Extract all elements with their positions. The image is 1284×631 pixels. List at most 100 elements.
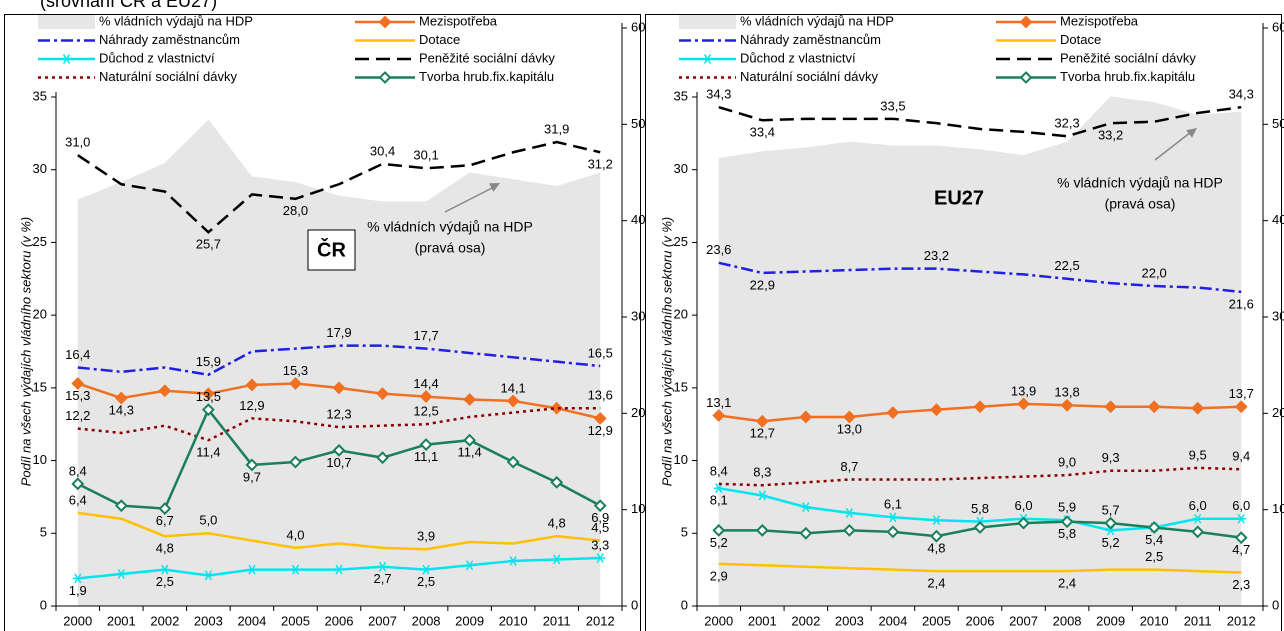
data-label: 9,3 bbox=[1102, 450, 1120, 465]
legend-label: Tvorba hrub.fix.kapitálu bbox=[1060, 69, 1195, 84]
line bbox=[718, 261, 1242, 294]
y-tick-label: 0 bbox=[40, 597, 47, 612]
legend-label: Mezispotřeba bbox=[419, 13, 498, 28]
y-tick-label: 25 bbox=[674, 234, 688, 249]
data-label: 34,3 bbox=[1229, 87, 1254, 102]
data-label: 17,7 bbox=[413, 328, 438, 343]
y-tick-label: 35 bbox=[33, 88, 47, 103]
data-label: 2,5 bbox=[1145, 549, 1163, 564]
data-label: 5,8 bbox=[971, 501, 989, 516]
y-tick-label: 15 bbox=[674, 379, 688, 394]
marker-stroke bbox=[932, 515, 941, 526]
marker-stroke bbox=[802, 502, 810, 513]
data-label: 6,0 bbox=[1232, 498, 1250, 513]
data-label: 17,9 bbox=[326, 325, 351, 340]
x-tick-label: 2001 bbox=[107, 613, 136, 628]
data-label: 13,1 bbox=[706, 395, 731, 410]
y-tick-label: 20 bbox=[674, 307, 688, 322]
panel-frame bbox=[4, 14, 641, 631]
data-label: 2,9 bbox=[710, 568, 728, 583]
marker bbox=[1236, 513, 1247, 524]
annotation-arrowhead bbox=[489, 183, 500, 192]
marker bbox=[1192, 513, 1203, 524]
marker-stroke bbox=[1194, 513, 1202, 524]
data-label: 4,8 bbox=[548, 516, 566, 531]
data-label: 8,7 bbox=[840, 459, 858, 474]
data-label: 2,7 bbox=[373, 571, 391, 586]
x-tick-label: 2004 bbox=[878, 613, 907, 628]
data-label: 30,1 bbox=[413, 148, 438, 163]
marker-stroke bbox=[703, 54, 712, 64]
data-label: 21,6 bbox=[1229, 296, 1254, 311]
data-label: 13,6 bbox=[588, 388, 613, 403]
legend-label: Mezispotřeba bbox=[1060, 13, 1139, 28]
data-label: 22,5 bbox=[1054, 258, 1079, 273]
marker bbox=[886, 406, 900, 419]
data-label: 13,5 bbox=[196, 389, 221, 404]
data-label: 11,1 bbox=[414, 449, 438, 464]
marker-stroke bbox=[117, 569, 125, 579]
marker bbox=[1191, 525, 1205, 539]
marker bbox=[1017, 397, 1030, 411]
marker bbox=[550, 475, 564, 489]
line bbox=[77, 344, 601, 377]
marker bbox=[114, 391, 128, 405]
annotation: (pravá osa) bbox=[1105, 196, 1176, 212]
marker bbox=[755, 523, 769, 537]
data-label: 10,7 bbox=[326, 455, 351, 470]
y-tick-label: 5 bbox=[40, 525, 47, 540]
data-label: 31,0 bbox=[65, 135, 90, 150]
data-label: 14,1 bbox=[500, 380, 525, 395]
x-tick-label: 2008 bbox=[1053, 613, 1082, 628]
data-label: 33,5 bbox=[880, 98, 905, 113]
marker bbox=[245, 378, 259, 392]
marker bbox=[116, 569, 127, 579]
marker bbox=[71, 377, 85, 390]
legend-label: Dotace bbox=[419, 32, 460, 47]
marker-stroke bbox=[1237, 513, 1245, 524]
marker bbox=[376, 387, 389, 401]
marker bbox=[712, 409, 726, 422]
data-label: 16,4 bbox=[65, 347, 90, 362]
data-label: 5,2 bbox=[1102, 535, 1120, 550]
marker bbox=[799, 526, 813, 540]
legend-label: % vládních výdajů na HDP bbox=[740, 13, 894, 28]
marker bbox=[712, 523, 726, 537]
marker-stroke bbox=[378, 561, 387, 572]
y-tick-label: 20 bbox=[33, 307, 47, 322]
annotation-arrow bbox=[444, 186, 495, 213]
data-label: 2,3 bbox=[1232, 577, 1250, 592]
marker bbox=[930, 529, 943, 543]
panel-label: EU27 bbox=[934, 187, 984, 209]
data-label: 32,3 bbox=[1054, 116, 1079, 131]
x-tick-label: 2000 bbox=[63, 613, 92, 628]
annotation: (pravá osa) bbox=[415, 240, 486, 256]
marker bbox=[158, 384, 172, 398]
y-axis-title: Podíl na všech výdajích vládního sektoru… bbox=[659, 217, 674, 487]
data-label: 31,2 bbox=[588, 157, 613, 172]
data-label: 5,7 bbox=[1102, 503, 1120, 518]
data-label: 6,4 bbox=[69, 492, 87, 507]
marker bbox=[506, 455, 520, 469]
data-label: 4,8 bbox=[927, 541, 945, 556]
legend-label: Tvorba hrub.fix.kapitálu bbox=[419, 69, 554, 84]
marker bbox=[713, 483, 724, 494]
marker bbox=[246, 564, 257, 575]
marker bbox=[421, 564, 432, 575]
marker bbox=[930, 403, 943, 417]
x-tick-label: 2000 bbox=[704, 613, 733, 628]
data-label: 5,8 bbox=[1058, 526, 1076, 541]
marker bbox=[1104, 400, 1118, 414]
marker-stroke bbox=[74, 573, 82, 584]
data-label: 23,6 bbox=[706, 242, 731, 257]
data-label: 3,9 bbox=[417, 529, 435, 544]
x-tick-label: 2010 bbox=[1140, 613, 1169, 628]
y2-tick-label: 40 bbox=[1272, 212, 1284, 227]
marker bbox=[757, 490, 768, 501]
panel-label: ČR bbox=[317, 237, 346, 261]
marker bbox=[61, 54, 72, 64]
data-label: 14,3 bbox=[109, 402, 134, 417]
x-tick-label: 2006 bbox=[966, 613, 995, 628]
line bbox=[718, 105, 1242, 138]
y2-tick-label: 30 bbox=[1272, 308, 1284, 323]
